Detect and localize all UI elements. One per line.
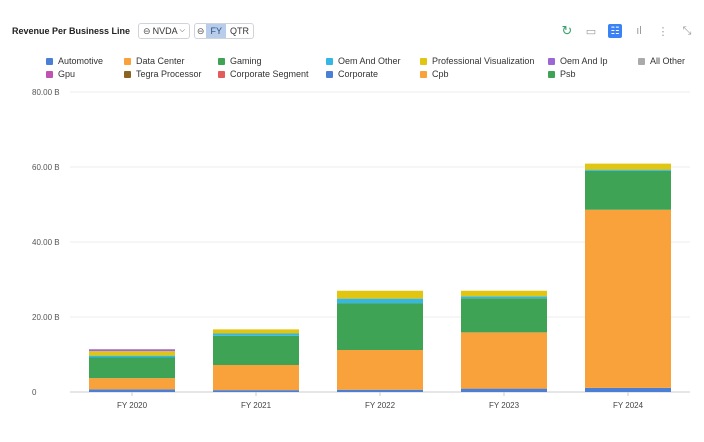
legend-label: Corporate Segment (230, 69, 309, 79)
bar-segment (337, 389, 423, 392)
bar-segment (89, 378, 175, 390)
legend-item[interactable]: All Other (638, 56, 704, 66)
legend-swatch (218, 57, 225, 65)
legend-label: Gpu (58, 69, 76, 79)
legend-label: Cpb (432, 69, 449, 79)
bar-segment (461, 388, 547, 392)
comment-icon[interactable]: ▭ (585, 25, 597, 38)
legend-label: Psb (560, 69, 576, 79)
bar-segment (585, 169, 671, 171)
chart-toolbar: ↻ ▭ ☷ ıl ⋮ ⤡ (560, 23, 694, 38)
legend-swatch (124, 57, 131, 65)
legend-item[interactable]: Corporate Segment (218, 69, 326, 79)
legend-label: Automotive (58, 56, 104, 66)
chart-header: Revenue Per Business Line ⊖ NVDA ⌵ ⊖ FY … (12, 22, 254, 40)
bar-segment (89, 357, 175, 379)
legend-item[interactable]: Gpu (46, 69, 124, 79)
bar-segment (89, 349, 175, 352)
bar-segment (585, 163, 671, 170)
bar-segment (461, 298, 547, 333)
legend-label: Professional Visualization (432, 56, 535, 66)
y-tick-label: 0 (32, 388, 37, 397)
bar-segment (213, 333, 299, 336)
y-tick-label: 20.00 B (32, 313, 60, 322)
legend-swatch (124, 70, 131, 78)
legend-swatch (638, 57, 645, 65)
bar-segment (213, 335, 299, 365)
ticker-label: NVDA (152, 26, 178, 36)
y-tick-label: 60.00 B (32, 163, 60, 172)
legend-item[interactable]: Tegra Processor (124, 69, 218, 79)
chart-legend: Automotive Data Center Gaming Oem And Other… (46, 56, 686, 79)
x-tick-label: FY 2022 (365, 401, 396, 410)
legend-label: All Other (650, 56, 686, 66)
legend-swatch (548, 57, 555, 65)
bar-segment (337, 303, 423, 350)
bar-segment (585, 387, 671, 392)
legend-label: Oem And Other (338, 56, 401, 66)
legend-label: Data Center (136, 56, 185, 66)
bar-segment (461, 290, 547, 297)
collapse-icon[interactable]: ⤡ (682, 24, 692, 37)
bar-segment (89, 355, 175, 358)
legend-item[interactable]: Corporate (326, 69, 420, 79)
legend-swatch (548, 70, 555, 78)
legend-swatch (420, 57, 427, 65)
bar-segment (213, 329, 299, 334)
period-toggle[interactable]: ⊖ FY QTR (193, 23, 254, 39)
x-tick-label: FY 2020 (117, 401, 148, 410)
ticker-select[interactable]: ⊖ NVDA ⌵ (138, 23, 190, 39)
bar-segment (461, 296, 547, 299)
history-icon[interactable]: ↻ (561, 23, 573, 38)
legend-swatch (326, 70, 333, 78)
x-tick-label: FY 2021 (241, 401, 272, 410)
legend-label: Oem And Ip (560, 56, 608, 66)
bar-segment (89, 389, 175, 392)
period-fy-button[interactable]: FY (206, 24, 226, 38)
legend-swatch (420, 70, 427, 78)
more-options-icon[interactable]: ⋮ (657, 25, 669, 38)
legend-swatch (46, 57, 53, 65)
bar-segment (585, 209, 671, 388)
bar-segment (337, 290, 423, 299)
legend-label: Tegra Processor (136, 69, 202, 79)
legend-item[interactable]: Psb (548, 69, 638, 79)
legend-label: Gaming (230, 56, 262, 66)
legend-item[interactable]: Gaming (218, 56, 326, 66)
legend-label: Corporate (338, 69, 379, 79)
bar-chart-icon[interactable]: ıl (636, 25, 642, 37)
bar-segment (213, 390, 299, 392)
legend-item[interactable]: Data Center (124, 56, 218, 66)
y-tick-label: 40.00 B (32, 238, 60, 247)
bar-segment (213, 365, 299, 391)
period-qtr-button[interactable]: QTR (229, 26, 249, 36)
chart-title: Revenue Per Business Line (12, 26, 131, 36)
legend-swatch (326, 57, 333, 65)
bar-segment (461, 332, 547, 389)
link-icon: ⊖ (196, 25, 205, 36)
chevron-down-icon: ⌵ (179, 27, 185, 34)
x-tick-label: FY 2023 (489, 401, 520, 410)
y-tick-label: 80.00 B (32, 88, 60, 97)
legend-swatch (46, 70, 53, 78)
legend-item[interactable]: Professional Visualization (420, 56, 548, 66)
table-view-icon[interactable]: ☷ (608, 24, 622, 38)
bar-segment (337, 298, 423, 304)
bar-segment (585, 170, 671, 210)
legend-item[interactable]: Cpb (420, 69, 548, 79)
legend-item[interactable]: Oem And Other (326, 56, 420, 66)
link-icon: ⊖ (143, 25, 151, 36)
x-tick-label: FY 2024 (613, 401, 644, 410)
bar-segment (337, 350, 423, 390)
legend-item[interactable]: Oem And Ip (548, 56, 638, 66)
bar-segment (89, 351, 175, 356)
legend-swatch (218, 70, 225, 78)
legend-item[interactable]: Automotive (46, 56, 124, 66)
